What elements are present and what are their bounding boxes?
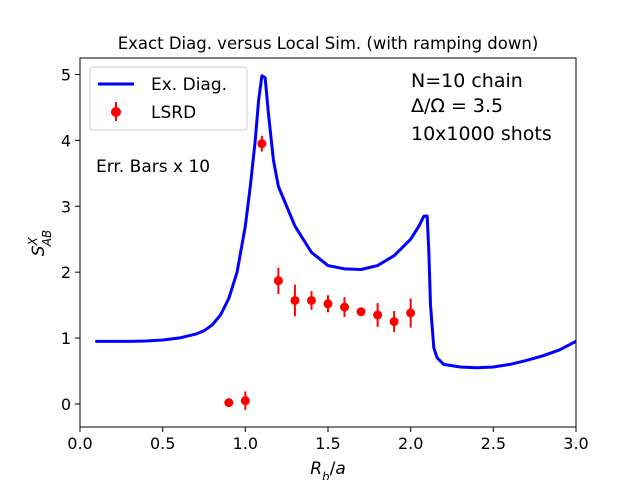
- annotation-chain: N=10 chain: [411, 70, 523, 92]
- legend: Ex. Diag. LSRD: [89, 66, 248, 131]
- lsrd-point: [257, 139, 267, 149]
- lsrd-point: [406, 308, 416, 318]
- y-tick-label: 4: [61, 131, 71, 150]
- y-tick-label: 5: [61, 65, 71, 84]
- lsrd-point: [224, 398, 234, 408]
- x-tick-label: 1.0: [233, 434, 258, 453]
- errorbar-series-layer: [224, 135, 416, 410]
- y-axis-label: SXAB: [26, 230, 54, 256]
- x-tick-label: 2.0: [398, 434, 423, 453]
- lsrd-point: [323, 299, 333, 309]
- lsrd-point: [356, 307, 366, 317]
- legend-swatch-marker: [111, 107, 121, 117]
- x-tick-label: 0.0: [67, 434, 92, 453]
- annotation-shots: 10x1000 shots: [411, 123, 552, 145]
- lsrd-point: [290, 295, 300, 305]
- lsrd-point: [373, 310, 383, 320]
- x-axis-label: Rb/a: [310, 459, 346, 480]
- x-tick-label: 1.5: [315, 434, 340, 453]
- axis-ticks: 0.0 0.5 1.0 1.5 2.0 2.5 3.0 0 1 2 3 4 5: [61, 65, 589, 453]
- legend-label-exdiag: Ex. Diag.: [151, 75, 227, 95]
- lsrd-point: [389, 317, 399, 327]
- lsrd-point: [306, 295, 316, 305]
- lsrd-point: [340, 302, 350, 312]
- y-tick-label: 0: [61, 395, 71, 414]
- legend-label-lsrd: LSRD: [151, 103, 196, 123]
- x-tick-label: 3.0: [563, 434, 588, 453]
- y-tick-label: 1: [61, 329, 71, 348]
- ex-diag-line: [95, 74, 576, 370]
- line-series-layer: [95, 74, 576, 370]
- chart-title: Exact Diag. versus Local Sim. (with ramp…: [118, 34, 539, 53]
- y-tick-label: 3: [61, 197, 71, 216]
- plot-frame: [79, 57, 577, 428]
- lsrd-point: [273, 276, 283, 286]
- annotation-ratio: Δ/Ω = 3.5: [411, 95, 503, 117]
- x-tick-label: 2.5: [481, 434, 506, 453]
- lsrd-point: [240, 396, 250, 406]
- x-tick-label: 0.5: [150, 434, 175, 453]
- annotation-errbars: Err. Bars x 10: [96, 157, 210, 177]
- y-tick-label: 2: [61, 263, 71, 282]
